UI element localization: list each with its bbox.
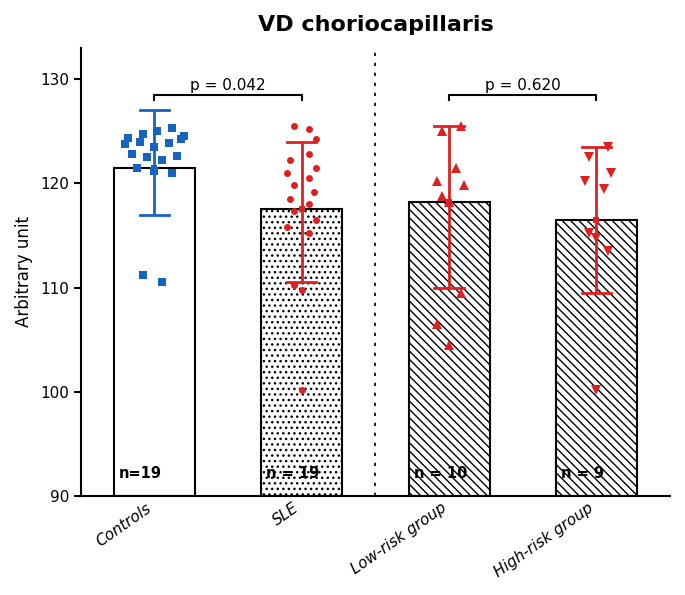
- Text: n = 9: n = 9: [561, 466, 604, 481]
- Bar: [114, 168, 195, 496]
- Text: n = 19: n = 19: [266, 466, 320, 481]
- Text: p = 0.042: p = 0.042: [190, 77, 266, 93]
- Bar: [261, 209, 342, 496]
- Text: p = 0.620: p = 0.620: [485, 77, 560, 93]
- Bar: [556, 220, 637, 496]
- Text: n=19: n=19: [119, 466, 162, 481]
- Bar: [408, 202, 490, 496]
- Text: n = 10: n = 10: [414, 466, 467, 481]
- Y-axis label: Arbitrary unit: Arbitrary unit: [15, 217, 33, 327]
- Title: VD choriocapillaris: VD choriocapillaris: [258, 15, 493, 35]
